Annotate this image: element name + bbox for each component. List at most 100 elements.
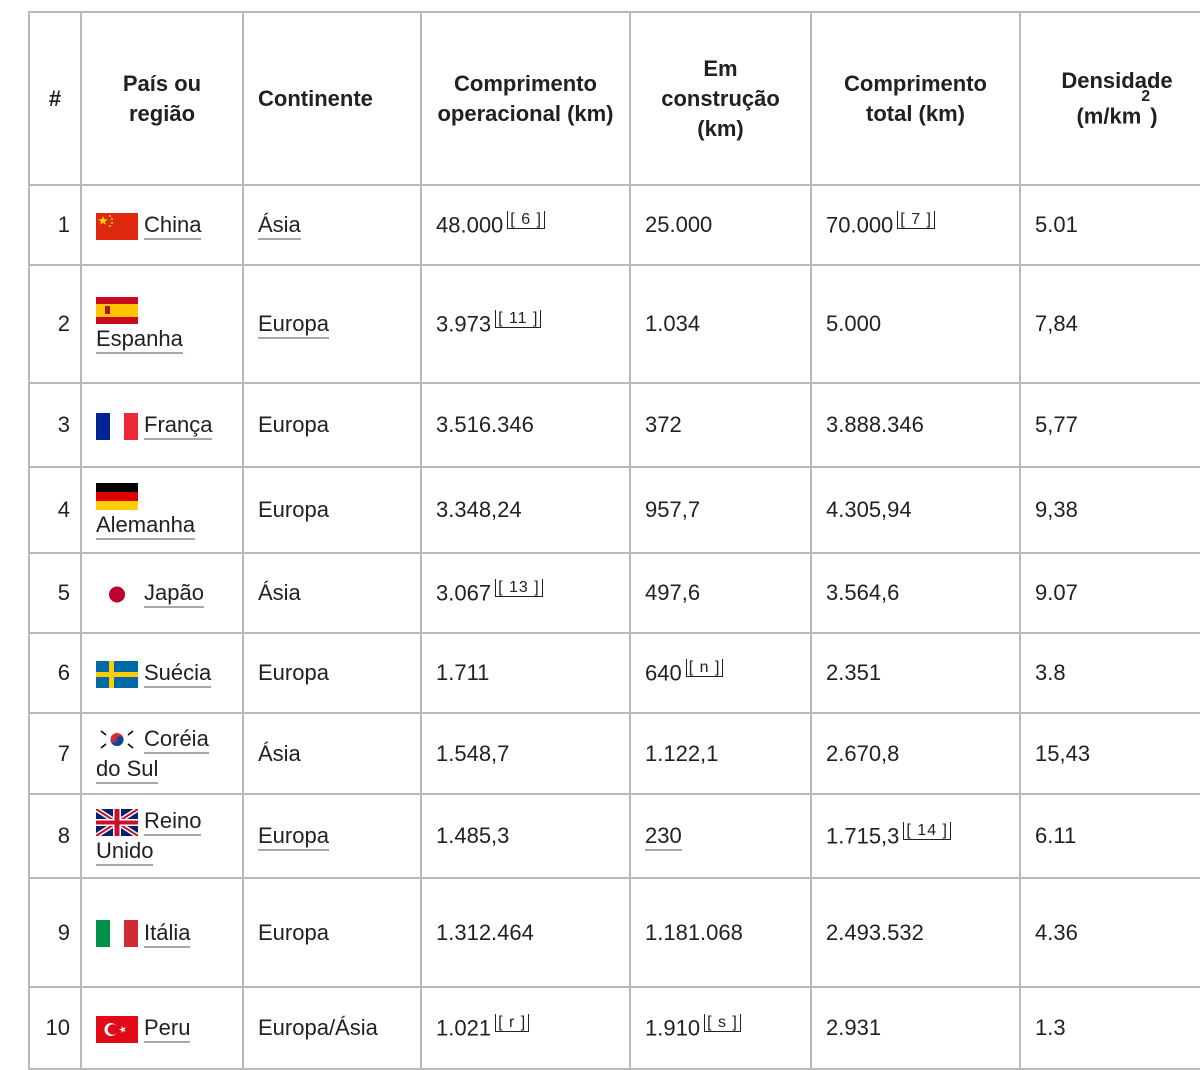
country-link[interactable]: China xyxy=(144,212,202,240)
density-cell: 9.07 xyxy=(1019,552,1200,634)
table-row: 6 Suécia Europa 1.711 640[ n ] 2.351 3.8 xyxy=(28,632,1200,714)
operational-value: 1.312.464 xyxy=(436,919,534,945)
table-row: 4 Alemanha Europa 3.348,24 957,7 4.305,94 9,38 xyxy=(28,466,1200,554)
operational-ref-link[interactable]: [ r ] xyxy=(495,1013,530,1032)
header-continent[interactable]: Continente xyxy=(242,11,422,186)
country-link[interactable]: França xyxy=(144,412,213,440)
density-cell: 1.3 xyxy=(1019,986,1200,1070)
operational-ref-link[interactable]: [ 13 ] xyxy=(495,578,543,597)
country-link[interactable]: Alemanha xyxy=(96,512,196,540)
continent-link[interactable]: Europa xyxy=(258,660,329,685)
construction-cell: 640[ n ] xyxy=(629,632,812,714)
construction-value: 640 xyxy=(645,660,682,686)
operational-value: 1.711 xyxy=(436,660,490,685)
continent-link[interactable]: Europa xyxy=(258,823,329,851)
construction-cell: 1.181.068 xyxy=(629,877,812,988)
uk-flag-icon xyxy=(94,806,140,838)
header-density-unit: (m/km xyxy=(1076,103,1142,129)
total-cell: 70.000[ 7 ] xyxy=(810,184,1021,266)
operational-value: 1.485,3 xyxy=(436,823,510,848)
germany-flag-icon xyxy=(96,482,138,510)
country-link[interactable]: Itália xyxy=(144,919,191,948)
total-cell: 2.351 xyxy=(810,632,1021,714)
operational-cell: 3.516.346 xyxy=(420,382,631,468)
operational-cell: 1.485,3 xyxy=(420,793,631,879)
operational-value: 3.067 xyxy=(436,580,492,606)
header-density[interactable]: Densidade (m/km2) xyxy=(1019,11,1200,186)
rank-cell: 2 xyxy=(28,264,82,384)
operational-cell: 1.548,7 xyxy=(420,712,631,795)
density-cell: 3.8 xyxy=(1019,632,1200,714)
spain-flag-icon xyxy=(96,296,138,324)
country-link[interactable]: Espanha xyxy=(96,326,183,354)
header-total[interactable]: Comprimento total (km) xyxy=(810,11,1021,186)
south-korea-flag-icon xyxy=(96,726,138,754)
total-cell: 3.564,6 xyxy=(810,552,1021,634)
operational-ref-link[interactable]: [ 11 ] xyxy=(495,309,542,328)
turkey-flag-icon xyxy=(96,1015,138,1043)
continent-link[interactable]: Europa xyxy=(258,311,329,339)
construction-cell: 957,7 xyxy=(629,466,812,554)
continent-link: Europa/Ásia xyxy=(258,1015,378,1040)
density-cell: 15,43 xyxy=(1019,712,1200,795)
rank-cell: 5 xyxy=(28,552,82,634)
total-ref-link[interactable]: [ 14 ] xyxy=(903,821,951,840)
country-link[interactable]: Peru xyxy=(144,1015,191,1043)
continent-cell: Europa xyxy=(242,264,422,384)
header-density-exp: 2 xyxy=(1141,87,1151,105)
rank-cell: 6 xyxy=(28,632,82,714)
header-country[interactable]: País ou região xyxy=(80,11,244,186)
france-flag-icon xyxy=(96,412,138,440)
table-row: 7 Coréia do Sul Ásia 1.548,7 1.122,1 2.670,8 1… xyxy=(28,712,1200,795)
total-cell: 2.670,8 xyxy=(810,712,1021,795)
construction-cell: 230 xyxy=(629,793,812,879)
country-link[interactable]: Coréia do Sul xyxy=(96,725,209,784)
construction-value: 1.122,1 xyxy=(645,740,719,766)
continent-cell: Europa xyxy=(242,466,422,554)
construction-value: 25.000 xyxy=(645,212,713,237)
density-cell: 9,38 xyxy=(1019,466,1200,554)
operational-value: 3.973 xyxy=(436,311,492,337)
total-cell: 2.493.532 xyxy=(810,877,1021,988)
continent-cell: Ásia xyxy=(242,712,422,795)
continent-link: Ásia xyxy=(258,580,301,605)
total-value: 1.715,3 xyxy=(826,823,900,849)
continent-link[interactable]: Europa xyxy=(258,919,329,945)
construction-value: 1.181.068 xyxy=(645,919,743,945)
continent-cell: Europa xyxy=(242,877,422,988)
continent-cell: Europa xyxy=(242,793,422,879)
country-cell: Reino Unido xyxy=(80,793,244,879)
header-num[interactable]: # xyxy=(28,11,82,186)
country-link[interactable]: Reino Unido xyxy=(96,808,202,866)
total-value: 2.670,8 xyxy=(826,740,900,766)
operational-ref-link[interactable]: [ 6 ] xyxy=(507,210,545,229)
table-row: 5 Japão Ásia 3.067[ 13 ] 497,6 3.564,6 9.07 xyxy=(28,552,1200,634)
table-row: 10 Peru Europa/Ásia 1.021[ r ] 1.910[ s ] 2.9… xyxy=(28,986,1200,1070)
table-row: 9 Itália Europa 1.312.464 1.181.068 2.493.532… xyxy=(28,877,1200,988)
rank-cell: 7 xyxy=(28,712,82,795)
total-cell: 5.000 xyxy=(810,264,1021,384)
construction-cell: 372 xyxy=(629,382,812,468)
total-value: 3.888.346 xyxy=(826,412,924,437)
country-cell: França xyxy=(80,382,244,468)
header-construction[interactable]: Em construção (km) xyxy=(629,11,812,186)
rank-cell: 10 xyxy=(28,986,82,1070)
country-link[interactable]: Japão xyxy=(144,580,204,608)
construction-ref-link[interactable]: [ s ] xyxy=(704,1013,741,1032)
rank-cell: 8 xyxy=(28,793,82,879)
italy-flag-icon xyxy=(96,920,138,948)
country-cell: China xyxy=(80,184,244,266)
continent-link: Ásia xyxy=(258,740,301,766)
total-ref-link[interactable]: [ 7 ] xyxy=(897,210,935,229)
construction-ref-link[interactable]: [ n ] xyxy=(685,658,724,677)
construction-cell: 25.000 xyxy=(629,184,812,266)
country-cell: Espanha xyxy=(80,264,244,384)
table-row: 3 França Europa 3.516.346 372 3.888.346 5,77 xyxy=(28,382,1200,468)
country-link[interactable]: Suécia xyxy=(144,660,212,688)
continent-link[interactable]: Europa xyxy=(258,412,329,437)
header-operational[interactable]: Comprimento operacional (km) xyxy=(420,11,631,186)
continent-link[interactable]: Europa xyxy=(258,497,329,522)
continent-link[interactable]: Ásia xyxy=(258,212,301,240)
density-cell: 7,84 xyxy=(1019,264,1200,384)
construction-value[interactable]: 230 xyxy=(645,823,682,851)
